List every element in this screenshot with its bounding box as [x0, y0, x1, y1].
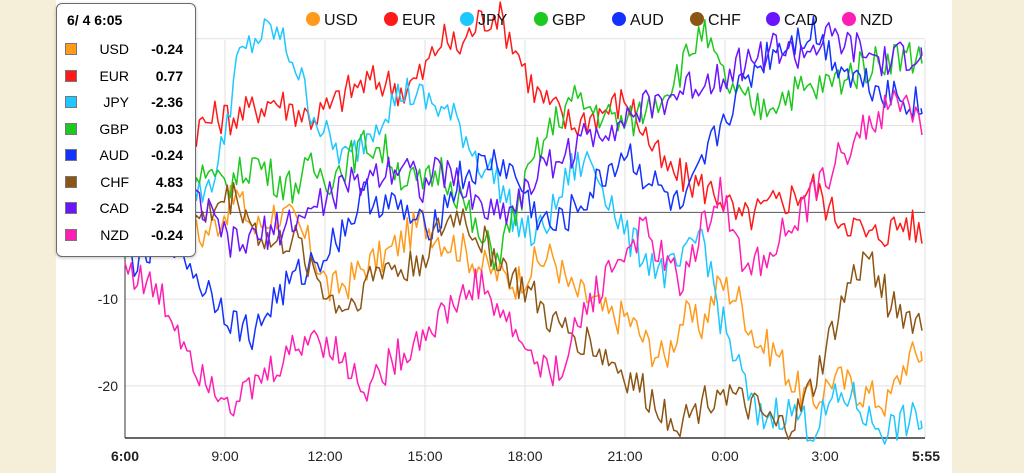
tooltip-currency: AUD — [99, 147, 129, 163]
legend-marker-aud — [612, 12, 626, 26]
tooltip-currency: CHF — [100, 173, 129, 190]
legend-label-jpy: JPY — [478, 12, 508, 29]
tooltip-currency: EUR — [99, 67, 129, 84]
tooltip-swatch — [65, 69, 77, 82]
tooltip-value: -2.36 — [151, 94, 183, 110]
y-tick-label: -10 — [98, 291, 118, 307]
tooltip-row: USD -0.24 — [65, 40, 193, 60]
tooltip-swatch — [65, 202, 77, 214]
tooltip-value: -0.24 — [151, 226, 183, 243]
series-line-eur — [124, 1, 923, 248]
x-tick-label: 0:00 — [711, 448, 738, 464]
tooltip-swatch — [65, 175, 77, 188]
tooltip-row: GBP 0.03 — [65, 120, 193, 140]
tooltip-row: NZD -0.24 — [65, 226, 193, 246]
tooltip-value: -2.54 — [151, 200, 183, 216]
series-line-jpy — [124, 18, 923, 445]
tooltip-value: 0.77 — [155, 67, 183, 84]
hover-tooltip: 6/ 4 6:05 USD -0.24 EUR 0.77 JPY -2.36 GBP 0.03… — [56, 3, 196, 257]
legend-marker-nzd — [842, 12, 856, 26]
x-tick-label: 3:00 — [811, 448, 838, 464]
x-tick-label: 5:55 — [912, 448, 940, 464]
series-line-aud — [124, 15, 923, 351]
legend-marker-jpy — [460, 12, 474, 26]
legend-marker-gbp — [534, 12, 548, 26]
x-tick-label: 9:00 — [211, 448, 238, 464]
x-tick-label: 21:00 — [607, 448, 642, 464]
tooltip-swatch — [65, 43, 77, 55]
tooltip-value: -0.24 — [151, 147, 183, 163]
tooltip-row: CHF 4.83 — [65, 173, 193, 193]
legend-marker-chf — [690, 12, 704, 26]
tooltip-swatch — [65, 228, 77, 241]
tooltip-timestamp: 6/ 4 6:05 — [67, 12, 123, 28]
tooltip-value: 0.03 — [155, 120, 183, 137]
tooltip-row: EUR 0.77 — [65, 67, 193, 87]
tooltip-currency: GBP — [99, 120, 129, 137]
tooltip-row: JPY -2.36 — [65, 93, 193, 113]
legend-label-usd: USD — [324, 12, 358, 29]
x-tick-label: 18:00 — [507, 448, 542, 464]
tooltip-currency: JPY — [103, 94, 129, 110]
tooltip-value: 4.83 — [155, 173, 183, 190]
legend-label-chf: CHF — [708, 12, 741, 29]
tooltip-currency: USD — [99, 41, 129, 57]
legend-label-aud: AUD — [630, 12, 664, 29]
tooltip-currency: CAD — [99, 200, 129, 216]
legend-label-cad: CAD — [784, 12, 818, 29]
series-line-gbp — [124, 18, 923, 271]
legend-marker-eur — [384, 12, 398, 26]
tooltip-currency: NZD — [100, 226, 129, 243]
legend-label-gbp: GBP — [552, 12, 586, 29]
series-line-usd — [124, 182, 923, 417]
tooltip-swatch — [65, 149, 77, 161]
tooltip-swatch — [65, 96, 77, 108]
tooltip-row: AUD -0.24 — [65, 146, 193, 166]
legend-marker-usd — [306, 12, 320, 26]
x-tick-label: 6:00 — [111, 448, 139, 464]
series-line-cad — [124, 21, 923, 258]
tooltip-value: -0.24 — [151, 41, 183, 57]
tooltip-swatch — [65, 122, 77, 135]
x-tick-label: 15:00 — [407, 448, 442, 464]
series-line-nzd — [124, 89, 923, 417]
series-line-chf — [124, 182, 923, 441]
y-tick-label: -20 — [98, 378, 118, 394]
tooltip-row: CAD -2.54 — [65, 199, 193, 219]
x-tick-label: 12:00 — [307, 448, 342, 464]
legend-marker-cad — [766, 12, 780, 26]
legend-label-nzd: NZD — [860, 12, 893, 29]
legend-label-eur: EUR — [402, 12, 436, 29]
